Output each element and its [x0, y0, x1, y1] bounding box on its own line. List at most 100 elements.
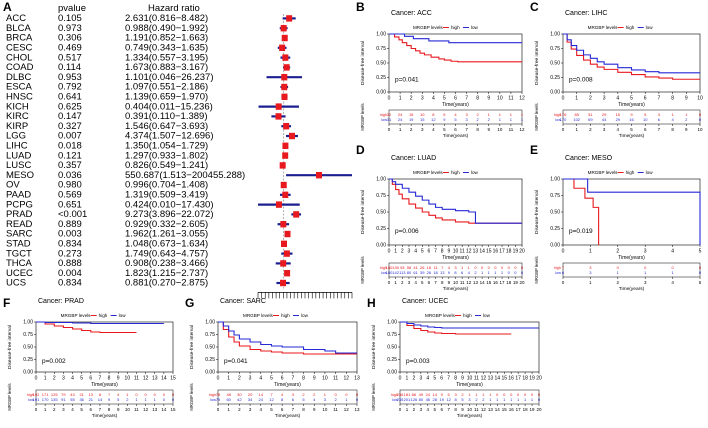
km-y-tick-label: 0.00 — [205, 370, 215, 376]
km-risk-x-tick-label: 5 — [270, 407, 273, 412]
km-risk-count: 1 — [671, 270, 674, 275]
km-risk-count: 2 — [477, 117, 480, 122]
km-risk-count: 1 — [524, 397, 527, 402]
km-risk-count: 79 — [61, 392, 66, 397]
km-risk-count: 0 — [521, 265, 524, 270]
km-legend-high-label: high — [463, 313, 472, 318]
forest-row-cancer: LUAD — [6, 150, 31, 161]
km-legend-title: MRGBP levels — [588, 170, 618, 175]
km-risk-count: 113 — [399, 270, 406, 275]
km-risk-count: 0 — [496, 392, 499, 397]
km-risk-count: 135 — [51, 397, 58, 402]
km-risk-x-tick-label: 9 — [685, 127, 688, 132]
forest-row-cancer: THCA — [6, 258, 33, 269]
forest-row-cancer: COAD — [6, 62, 34, 73]
km-risk-count: 0 — [474, 265, 477, 270]
forest-row-cancer: KIRP — [6, 121, 28, 132]
forest-point-marker — [281, 34, 288, 42]
km-x-tick-label: 13 — [488, 376, 494, 382]
km-risk-count: 20 — [248, 392, 253, 397]
km-y-tick-label: 0.50 — [23, 345, 33, 351]
km-risk-x-axis-title: Time(years) — [275, 413, 301, 419]
km-risk-count: 102 — [573, 117, 580, 122]
km-title: Cancer: MESO — [565, 155, 613, 162]
km-risk-count: 21 — [89, 397, 94, 402]
km-risk-count: 30 — [237, 392, 242, 397]
km-x-tick-label: 1 — [575, 96, 578, 102]
km-risk-count: 56 — [407, 265, 412, 270]
km-x-tick-label: 18 — [522, 376, 528, 382]
km-risk-count: 13 — [89, 392, 94, 397]
forest-point-marker — [283, 64, 290, 71]
km-risk-count: 3 — [465, 112, 468, 117]
km-risk-count: 1 — [685, 112, 688, 117]
km-risk-count: 0 — [172, 392, 175, 397]
km-risk-x-tick-label: 6 — [428, 280, 431, 285]
forest-row-pvalue: 0.007 — [58, 131, 82, 142]
km-risk-x-tick-label: 8 — [108, 407, 111, 412]
km-risk-x-tick-label: 9 — [487, 127, 490, 132]
forest-row-pvalue: 0.327 — [58, 121, 82, 132]
km-risk-x-tick-label: 3 — [408, 280, 411, 285]
km-x-axis-title: Time(years) — [91, 382, 118, 388]
forest-row-hr-text: 1.297(0.933−1.802) — [125, 150, 208, 161]
km-risk-count: 2 — [488, 117, 491, 122]
km-y-tick-label: 0.25 — [550, 226, 560, 232]
km-risk-x-tick-label: 10 — [467, 407, 473, 412]
km-risk-count: 5 — [448, 392, 451, 397]
km-risk-x-tick-label: 0 — [562, 280, 565, 285]
km-risk-x-axis-title: Time(years) — [443, 133, 469, 139]
km-risk-count: 1 — [494, 270, 497, 275]
km-pvalue: p=0.002 — [42, 358, 66, 365]
km-risk-count: 0 — [699, 270, 702, 275]
km-risk-count: 24 — [398, 112, 403, 117]
km-risk-count: 4 — [671, 117, 674, 122]
km-risk-count: 18 — [427, 265, 432, 270]
km-risk-count: 12 — [269, 397, 274, 402]
km-x-tick-label: 2 — [589, 96, 592, 102]
km-risk-x-tick-label: 12 — [519, 127, 525, 132]
km-x-tick-label: 6 — [428, 249, 431, 255]
km-risk-table-label: MRGBP levels — [360, 103, 365, 130]
forest-row-cancer: ESCA — [6, 82, 33, 93]
km-risk-x-axis-title: Time(years) — [443, 286, 469, 292]
km-risk-count: 1 — [126, 392, 129, 397]
forest-row-cancer: KIRC — [6, 111, 29, 122]
km-risk-x-tick-label: 14 — [161, 407, 167, 412]
km-risk-x-tick-label: 12 — [143, 407, 149, 412]
km-risk-x-tick-label: 11 — [509, 127, 514, 132]
km-risk-x-tick-label: 7 — [447, 407, 450, 412]
km-risk-count: 201 — [404, 397, 411, 402]
km-x-axis-title: Time(years) — [456, 382, 483, 388]
forest-row-pvalue: 0.121 — [58, 150, 82, 161]
km-risk-row-label: high — [380, 266, 387, 270]
km-risk-row-label: low — [555, 271, 561, 275]
km-risk-count: 0 — [531, 392, 534, 397]
km-risk-x-tick-label: 7 — [658, 127, 661, 132]
km-y-tick-label: 0.00 — [23, 370, 33, 376]
km-risk-count: 18 — [433, 270, 438, 275]
km-risk-count: 0 — [514, 265, 517, 270]
km-y-tick-label: 0.25 — [376, 75, 386, 81]
forest-row-pvalue: 0.357 — [58, 160, 82, 171]
km-risk-x-tick-label: 3 — [249, 407, 252, 412]
km-risk-x-axis-title: Time(years) — [619, 133, 645, 139]
km-risk-count: 24 — [398, 117, 403, 122]
km-risk-x-tick-label: 4 — [617, 127, 620, 132]
km-x-tick-label: 8 — [108, 376, 111, 382]
km-x-tick-label: 0 — [217, 376, 220, 382]
km-x-tick-label: 9 — [487, 96, 490, 102]
forest-point-marker — [288, 132, 295, 140]
km-x-tick-label: 5 — [699, 249, 702, 255]
km-risk-count: 0 — [144, 392, 147, 397]
km-risk-x-tick-label: 15 — [170, 407, 176, 412]
km-x-tick-label: 10 — [322, 376, 328, 382]
forest-row-hr-text: 1.191(0.852−1.663) — [125, 33, 208, 44]
forest-point-marker — [282, 142, 289, 150]
km-risk-x-tick-label: 9 — [313, 407, 316, 412]
km-x-tick-label: 12 — [344, 376, 350, 382]
